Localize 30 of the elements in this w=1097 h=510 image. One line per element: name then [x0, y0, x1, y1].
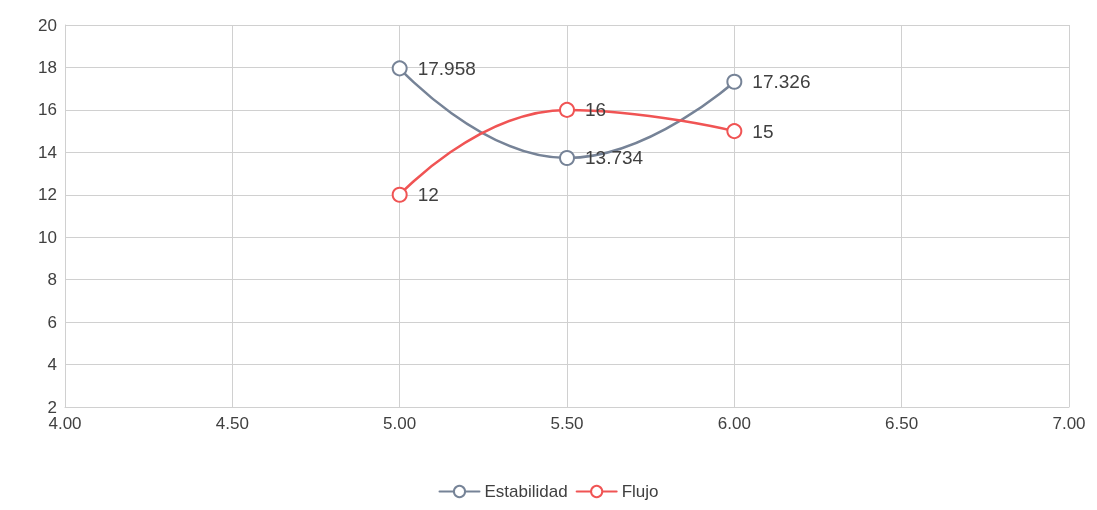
- x-tick-label: 5.50: [550, 414, 584, 433]
- data-label: 12: [417, 184, 439, 206]
- y-tick-label: 14: [38, 142, 57, 162]
- x-tick-label: 6.50: [885, 414, 919, 433]
- y-tick-label: 4: [47, 355, 57, 375]
- y-tick-label: 18: [38, 57, 57, 77]
- point: [391, 60, 408, 77]
- point: [726, 123, 743, 140]
- point: [391, 186, 408, 203]
- data-label: 17.326: [752, 71, 811, 93]
- legend-label: Flujo: [621, 482, 659, 501]
- x-tick-label: 5.00: [383, 414, 417, 433]
- data-label: 17.958: [417, 57, 476, 79]
- y-tick-label: 20: [38, 15, 57, 35]
- point: [726, 73, 743, 90]
- point: [559, 149, 575, 166]
- legend-label: Estabilidad: [484, 482, 568, 501]
- x-tick-label: 4.00: [48, 414, 82, 433]
- y-tick-label: 16: [38, 100, 57, 120]
- y-tick-label: 12: [38, 185, 57, 205]
- y-tick-label: 2: [47, 397, 57, 417]
- x-tick-label: 6.00: [717, 414, 751, 433]
- y-tick-label: 10: [38, 227, 57, 247]
- x-tick-label: 4.50: [215, 414, 249, 433]
- y-tick-label: 6: [47, 312, 57, 332]
- data-label: 15: [752, 120, 774, 142]
- y-tick-label: 8: [47, 270, 57, 290]
- point: [559, 101, 575, 118]
- data-label: 13.734: [585, 147, 644, 169]
- x-tick-label: 7.00: [1052, 414, 1086, 433]
